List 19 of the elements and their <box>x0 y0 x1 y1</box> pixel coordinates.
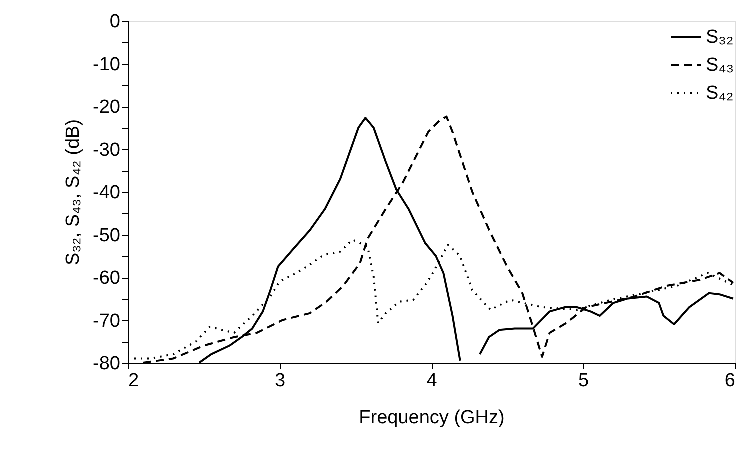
y-tick-label: -40 <box>93 182 120 204</box>
y-tick-label: 0 <box>110 12 120 32</box>
x-tick-label: 2 <box>128 370 140 392</box>
x-tick-label: 4 <box>426 370 438 392</box>
y-tick-label: -10 <box>93 54 120 76</box>
y-tick-label: -20 <box>93 97 120 118</box>
legend-label: S₄₃ <box>706 55 734 76</box>
legend-label: S₄₂ <box>706 83 734 104</box>
x-tick-label: 5 <box>578 370 590 392</box>
x-tick-label: 3 <box>274 370 286 392</box>
legend-label: S₃₂ <box>706 27 734 48</box>
y-tick-label: -70 <box>93 310 120 332</box>
y-tick-label: -50 <box>93 225 120 246</box>
y-tick-label: -60 <box>93 268 120 289</box>
y-tick-label: -80 <box>93 354 120 374</box>
y-axis-title: S₃₂, S₄₃, S₄₂ (dB) <box>63 119 84 266</box>
x-axis-title: Frequency (GHz) <box>359 408 505 428</box>
x-tick-label: 6 <box>724 370 736 392</box>
y-tick-label: -30 <box>93 140 120 161</box>
